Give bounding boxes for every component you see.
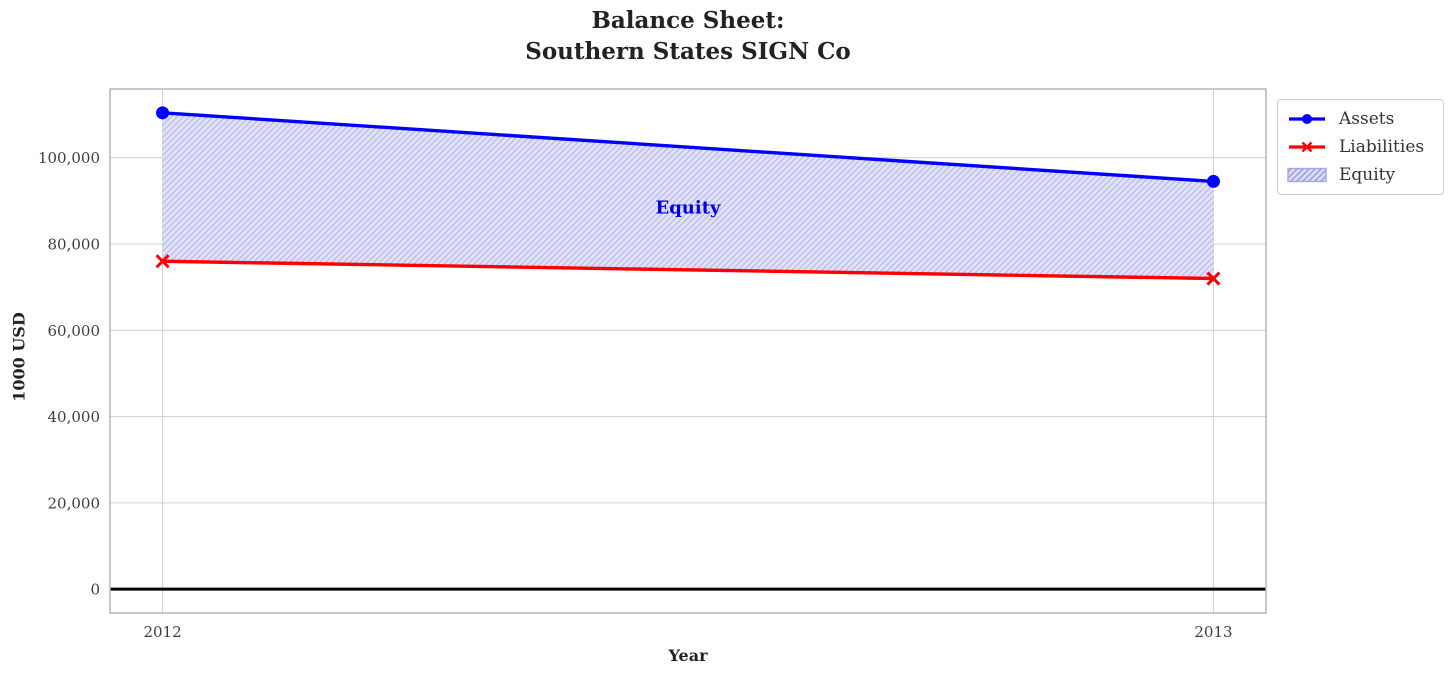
liabilities-line: [162, 259, 1214, 281]
chart-title: Balance Sheet: Southern States SIGN Co: [525, 7, 851, 65]
legend-item-liabilities: Liabilities: [1287, 133, 1434, 161]
y-tick-label: 0: [90, 581, 100, 599]
legend: Assets Liabilities Equity: [1277, 99, 1444, 195]
assets-line: [162, 111, 1214, 184]
y-tick-label: 100,000: [38, 149, 100, 167]
y-tick-label: 60,000: [48, 322, 101, 340]
assets-marker: [1206, 174, 1220, 188]
y-axis-label: 1000 USD: [9, 312, 29, 402]
legend-label-assets: Assets: [1339, 109, 1395, 129]
assets-line-swatch-icon: [1289, 114, 1325, 124]
assets-marker: [156, 106, 170, 120]
liabilities-marker: [155, 254, 170, 269]
liabilities-marker: [1206, 271, 1221, 286]
x-tick-label: 2013: [1194, 623, 1232, 641]
equity-fill-hatch: [162, 112, 1214, 279]
legend-item-assets: Assets: [1287, 105, 1434, 133]
x-axis-label: Year: [668, 646, 708, 665]
x-tick-label: 2012: [143, 623, 181, 641]
legend-item-equity: Equity: [1287, 161, 1434, 189]
liabilities-line-swatch-icon: [1289, 141, 1325, 153]
y-tick-label: 80,000: [48, 235, 101, 253]
equity-patch-swatch-icon: [1287, 167, 1327, 183]
y-tick-label: 20,000: [48, 494, 101, 512]
legend-label-equity: Equity: [1339, 165, 1396, 185]
legend-label-liabilities: Liabilities: [1339, 137, 1425, 157]
plot-border: [109, 88, 1267, 614]
equity-area-label: Equity: [655, 197, 721, 219]
y-tick-label: 40,000: [48, 408, 101, 426]
